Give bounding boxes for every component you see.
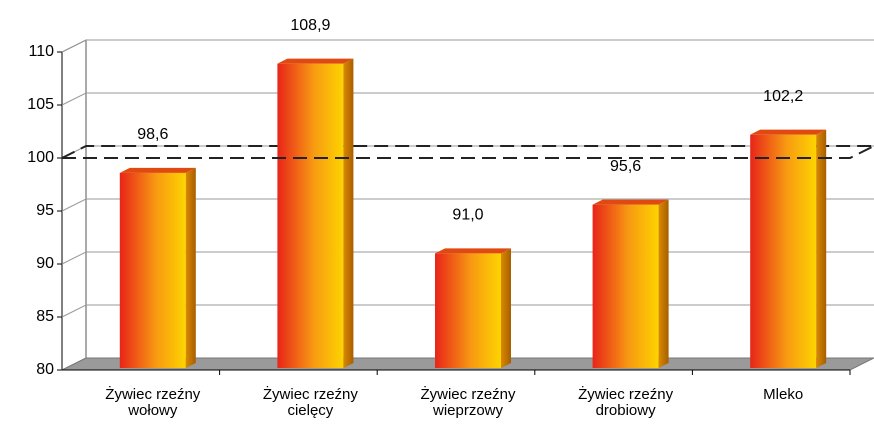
bar-side bbox=[185, 167, 196, 368]
value-label: 102,2 bbox=[763, 88, 803, 105]
x-tick-label: Żywiec rzeźny cielęcy bbox=[262, 386, 358, 419]
bar-top bbox=[592, 199, 669, 205]
grid-line bbox=[61, 39, 874, 53]
grid-line bbox=[61, 198, 874, 212]
y-tick-label: 100 bbox=[27, 149, 54, 166]
bar bbox=[119, 172, 186, 368]
bar bbox=[592, 204, 659, 368]
bar bbox=[750, 134, 817, 368]
bar-top bbox=[750, 129, 827, 135]
bar bbox=[435, 253, 501, 368]
y-tick-label: 85 bbox=[36, 308, 54, 325]
y-tick-label: 80 bbox=[36, 361, 54, 378]
bar-top bbox=[277, 58, 354, 64]
x-tick-label: Mleko bbox=[763, 386, 804, 403]
bar-side bbox=[343, 58, 354, 368]
bar bbox=[277, 63, 344, 368]
bar-top bbox=[435, 248, 511, 254]
value-label: 95,6 bbox=[610, 158, 641, 175]
bar-side bbox=[658, 199, 669, 368]
value-label: 91,0 bbox=[452, 207, 483, 224]
x-tick-label: Żywiec rzeźny wieprzowy bbox=[420, 386, 516, 419]
y-tick-label: 110 bbox=[28, 43, 54, 60]
reference-line-back bbox=[61, 145, 874, 159]
bar-top bbox=[119, 167, 196, 173]
value-label: 108,9 bbox=[290, 17, 330, 34]
x-tick-label: Żywiec rzeźny drobiowy bbox=[578, 386, 674, 419]
grid-line bbox=[61, 92, 874, 106]
y-tick-label: 105 bbox=[27, 96, 54, 113]
bar-side bbox=[816, 129, 827, 368]
y-tick-label: 90 bbox=[36, 255, 54, 272]
bar-side bbox=[501, 248, 511, 368]
x-tick-label: Żywiec rzeźny wołowy bbox=[105, 386, 201, 419]
reference-line-front bbox=[62, 145, 874, 159]
value-label: 98,6 bbox=[137, 126, 168, 143]
y-tick-label: 95 bbox=[36, 202, 54, 219]
